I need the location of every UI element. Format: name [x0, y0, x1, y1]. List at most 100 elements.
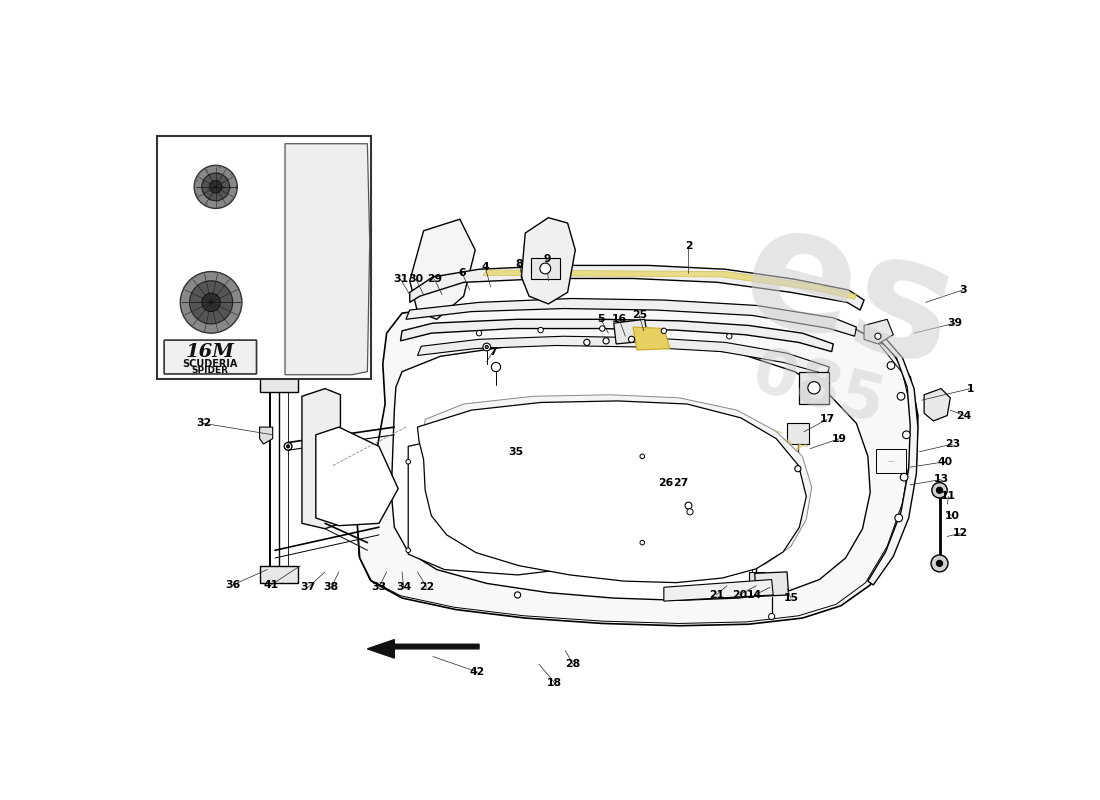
Circle shape [807, 382, 821, 394]
Circle shape [727, 334, 732, 339]
Text: 22: 22 [419, 582, 435, 592]
Text: a passion for: a passion for [612, 388, 808, 466]
Circle shape [285, 266, 365, 346]
Text: 31: 31 [393, 274, 408, 284]
Text: 25: 25 [631, 310, 647, 321]
Polygon shape [876, 449, 906, 474]
Text: 45: 45 [223, 178, 239, 187]
Text: 085: 085 [746, 342, 890, 436]
Circle shape [794, 466, 801, 472]
Text: 5: 5 [597, 314, 605, 324]
Text: 14: 14 [747, 590, 762, 600]
Circle shape [292, 160, 356, 225]
FancyBboxPatch shape [157, 136, 372, 378]
Polygon shape [367, 640, 480, 658]
Circle shape [209, 181, 222, 193]
Circle shape [640, 540, 645, 545]
Circle shape [931, 555, 948, 572]
Text: 35: 35 [508, 446, 524, 457]
Polygon shape [392, 342, 870, 600]
Polygon shape [924, 389, 950, 421]
Polygon shape [799, 372, 829, 404]
Circle shape [406, 548, 410, 553]
Text: 20: 20 [732, 590, 747, 600]
Circle shape [686, 509, 693, 515]
Text: 21: 21 [708, 590, 724, 600]
Text: 33: 33 [372, 582, 386, 592]
Circle shape [189, 281, 233, 324]
Polygon shape [406, 298, 856, 336]
Polygon shape [664, 579, 773, 601]
Circle shape [628, 336, 635, 342]
Circle shape [540, 263, 551, 274]
Circle shape [202, 173, 230, 201]
Circle shape [685, 502, 692, 509]
Polygon shape [741, 518, 772, 550]
Text: 4: 4 [482, 262, 490, 272]
Text: 29: 29 [427, 274, 442, 284]
Text: 27: 27 [673, 478, 689, 487]
Text: SCUDERIA: SCUDERIA [183, 359, 238, 369]
Polygon shape [531, 258, 560, 279]
Polygon shape [634, 327, 670, 350]
Text: 11: 11 [942, 491, 956, 502]
Circle shape [600, 326, 605, 331]
Circle shape [195, 166, 238, 209]
Text: 6: 6 [459, 268, 466, 278]
Text: 39: 39 [947, 318, 962, 328]
Text: 30: 30 [408, 274, 424, 284]
Polygon shape [409, 219, 475, 319]
Circle shape [180, 271, 242, 333]
Text: 12: 12 [953, 528, 968, 538]
Text: 16: 16 [612, 314, 627, 324]
Circle shape [284, 442, 292, 450]
Text: ---: --- [888, 458, 894, 464]
Polygon shape [358, 300, 917, 626]
Text: 18: 18 [547, 678, 562, 688]
Polygon shape [424, 394, 812, 579]
Polygon shape [749, 572, 766, 587]
Polygon shape [868, 333, 917, 585]
Text: 28: 28 [565, 659, 581, 670]
Text: 37: 37 [300, 582, 316, 592]
Polygon shape [316, 427, 398, 526]
Text: es: es [725, 190, 972, 402]
Circle shape [485, 346, 488, 349]
Circle shape [936, 560, 943, 566]
Circle shape [406, 459, 410, 464]
Circle shape [887, 362, 895, 370]
Circle shape [483, 343, 491, 351]
Circle shape [894, 514, 902, 522]
Circle shape [317, 186, 330, 198]
Text: 38: 38 [323, 582, 339, 592]
Text: SPIDER: SPIDER [191, 366, 229, 375]
Text: 17: 17 [820, 414, 835, 424]
Circle shape [898, 393, 905, 400]
Text: 49: 49 [210, 208, 224, 218]
Polygon shape [260, 374, 298, 393]
Text: 1: 1 [967, 384, 975, 394]
Text: 8: 8 [515, 259, 522, 269]
Text: 34: 34 [396, 582, 411, 592]
Circle shape [202, 293, 220, 312]
Text: 24: 24 [957, 410, 971, 421]
Polygon shape [301, 389, 341, 529]
Circle shape [932, 482, 947, 498]
Text: 47: 47 [172, 298, 186, 307]
Text: 13: 13 [934, 474, 948, 485]
Text: 9: 9 [543, 254, 551, 264]
FancyBboxPatch shape [164, 340, 256, 374]
Text: 19: 19 [832, 434, 847, 444]
Polygon shape [418, 401, 806, 582]
Polygon shape [755, 572, 789, 597]
Text: 42: 42 [470, 667, 485, 677]
Polygon shape [865, 319, 893, 344]
Text: 44: 44 [162, 272, 177, 282]
Polygon shape [517, 442, 583, 472]
Polygon shape [260, 427, 273, 444]
Text: 7: 7 [490, 346, 497, 357]
Text: 36: 36 [226, 580, 240, 590]
Text: 48: 48 [180, 162, 196, 172]
Text: 10: 10 [945, 510, 960, 521]
Text: 26: 26 [658, 478, 673, 487]
